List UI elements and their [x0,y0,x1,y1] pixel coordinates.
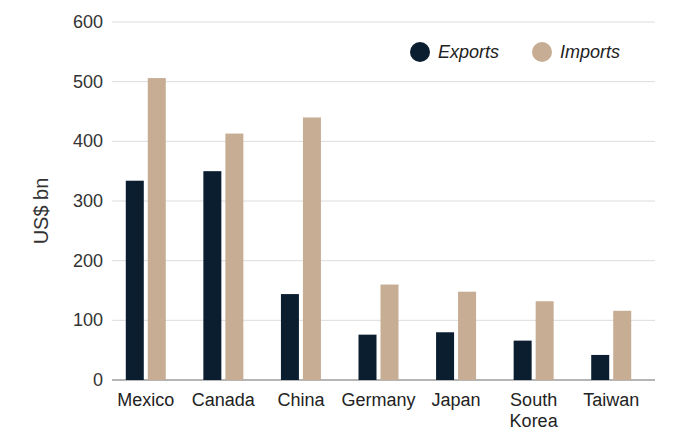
grid-line [112,260,655,261]
bar [514,341,532,380]
legend-marker [410,42,430,62]
y-axis-label: US$ bn [30,178,52,245]
bar [613,311,631,380]
x-tick-label: China [277,390,325,410]
bars [126,78,631,380]
bar [458,292,476,380]
grid-line [112,22,655,23]
x-tick-label: Taiwan [583,390,639,410]
legend: Exports Imports [410,42,620,62]
chart-container: 0 100 200 300 400 500 600 US$ bn Mexico Canada Chi… [0,0,684,446]
y-tick-label: 300 [73,191,103,211]
bar [359,335,377,380]
x-tick-label: SouthKorea [510,390,559,431]
legend-marker [532,42,552,62]
bar [591,355,609,380]
y-tick-label: 200 [73,251,103,271]
chart-svg: 0 100 200 300 400 500 600 US$ bn Mexico Canada Chi… [0,0,684,446]
legend-label: Imports [560,42,620,62]
legend-label: Exports [438,42,499,62]
x-tick-label: Germany [341,390,415,410]
x-tick-label: Canada [192,390,256,410]
bar [303,117,321,380]
x-tick-label: Japan [432,390,481,410]
grid-line [112,81,655,82]
grid [112,22,655,380]
y-tick-label: 600 [73,12,103,32]
bar [203,171,221,380]
grid-line [112,201,655,202]
bar [381,285,399,380]
bar [126,181,144,380]
bar [536,301,554,380]
grid-line [112,141,655,142]
y-tick-label: 500 [73,72,103,92]
x-tick-label: Mexico [117,390,174,410]
bar [281,294,299,380]
bar [225,134,243,380]
y-tick-label: 400 [73,131,103,151]
bar [436,332,454,380]
y-tick-label: 100 [73,310,103,330]
bar [148,78,166,380]
y-tick-label: 0 [93,370,103,390]
